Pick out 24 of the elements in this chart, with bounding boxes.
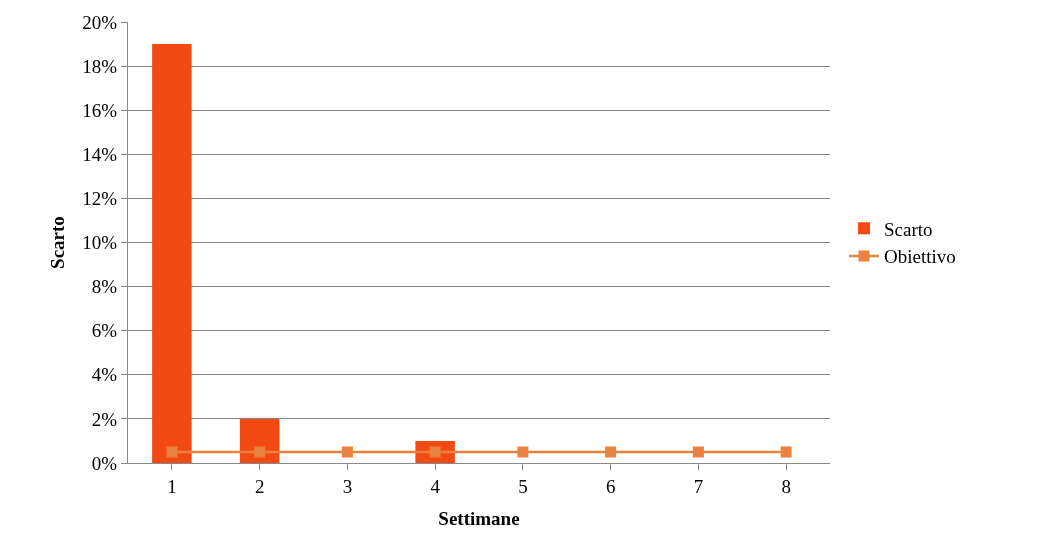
bar <box>152 44 192 463</box>
x-tick-label: 3 <box>342 475 353 497</box>
y-tick-label: 4% <box>91 364 118 386</box>
x-tick-label: 7 <box>693 475 704 497</box>
x-tick-label: 4 <box>430 475 441 497</box>
y-tick-label: 6% <box>91 320 118 342</box>
y-tick-label: 20% <box>82 11 118 33</box>
y-tick-label: 0% <box>91 452 118 474</box>
y-tick-label: 10% <box>82 232 118 254</box>
y-tick-label: 12% <box>82 188 118 210</box>
x-tick-label: 1 <box>167 475 177 497</box>
x-tick-label: 8 <box>781 475 791 497</box>
y-tick-label: 18% <box>82 55 118 77</box>
x-tick-label: 5 <box>518 475 528 497</box>
y-tick-label: 8% <box>91 276 118 298</box>
x-axis-title: Settimane <box>438 507 520 529</box>
x-tick-label: 6 <box>605 475 616 497</box>
x-tick-label: 2 <box>254 475 265 497</box>
y-tick-label: 2% <box>91 408 118 430</box>
legend-label: Scarto <box>884 218 933 240</box>
y-tick-label: 16% <box>82 99 118 121</box>
y-tick-label: 14% <box>82 143 118 165</box>
legend-label: Obiettivo <box>884 246 956 268</box>
y-axis-title: Scarto <box>47 216 69 269</box>
